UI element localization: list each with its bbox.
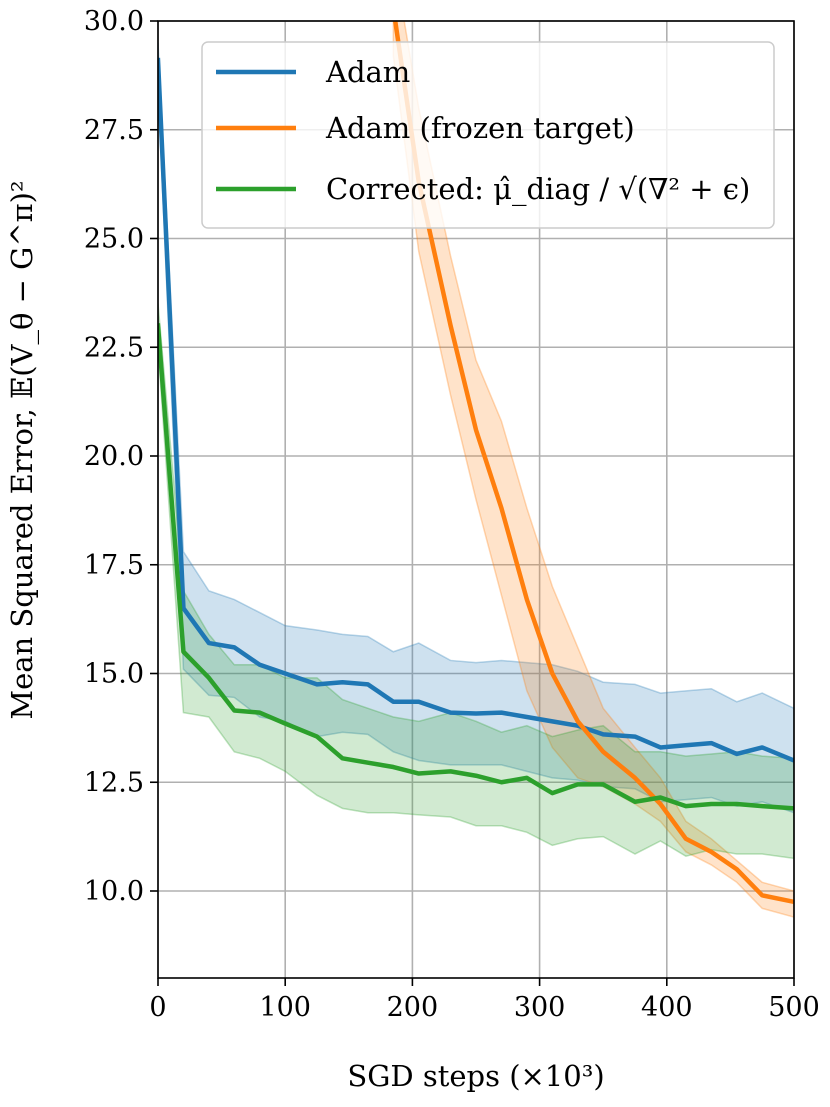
- legend-label-adam-frozen: Adam (frozen target): [325, 111, 635, 145]
- y-axis-label: Mean Squared Error, 𝔼(V_θ − G^π)²: [5, 180, 40, 719]
- y-tick-label: 25.0: [84, 224, 144, 255]
- y-tick-label: 30.0: [84, 6, 144, 37]
- y-tick-label: 12.5: [84, 767, 144, 798]
- band-corrected: [158, 303, 794, 860]
- y-tick-label: 17.5: [84, 550, 144, 581]
- line-adam-frozen-target: [392, 21, 794, 905]
- band-adam: [158, 42, 794, 814]
- line-adam: [158, 57, 794, 763]
- x-axis-label: SGD steps (×10³): [347, 1059, 604, 1093]
- legend-frame: [201, 41, 775, 229]
- legend: Adam Adam (frozen target) Corrected: μ̂_…: [201, 41, 775, 229]
- y-tick-label: 20.0: [84, 441, 144, 472]
- x-tick-label: 300: [514, 992, 566, 1023]
- legend-label-adam: Adam: [325, 55, 410, 89]
- y-tick-label: 27.5: [84, 115, 144, 146]
- y-tick-label: 22.5: [84, 332, 144, 363]
- y-tick-label: 15.0: [84, 659, 144, 690]
- x-tick-label: 400: [641, 992, 693, 1023]
- line-corrected: [158, 323, 794, 811]
- series-lines: [158, 21, 794, 905]
- y-tick-label: 10.0: [84, 876, 144, 907]
- plot-frame: [157, 20, 795, 979]
- ticks: 0 100 200 300 400 500 10.0 12.5 15.0 17.5 20.0 22.5…: [84, 6, 820, 1023]
- x-tick-label: 200: [387, 992, 439, 1023]
- x-tick-label: 100: [259, 992, 311, 1023]
- x-tick-label: 500: [768, 992, 820, 1023]
- legend-label-corrected: Corrected: μ̂_diag / √(∇² + ϵ): [326, 172, 750, 207]
- x-tick-label: 0: [149, 992, 166, 1023]
